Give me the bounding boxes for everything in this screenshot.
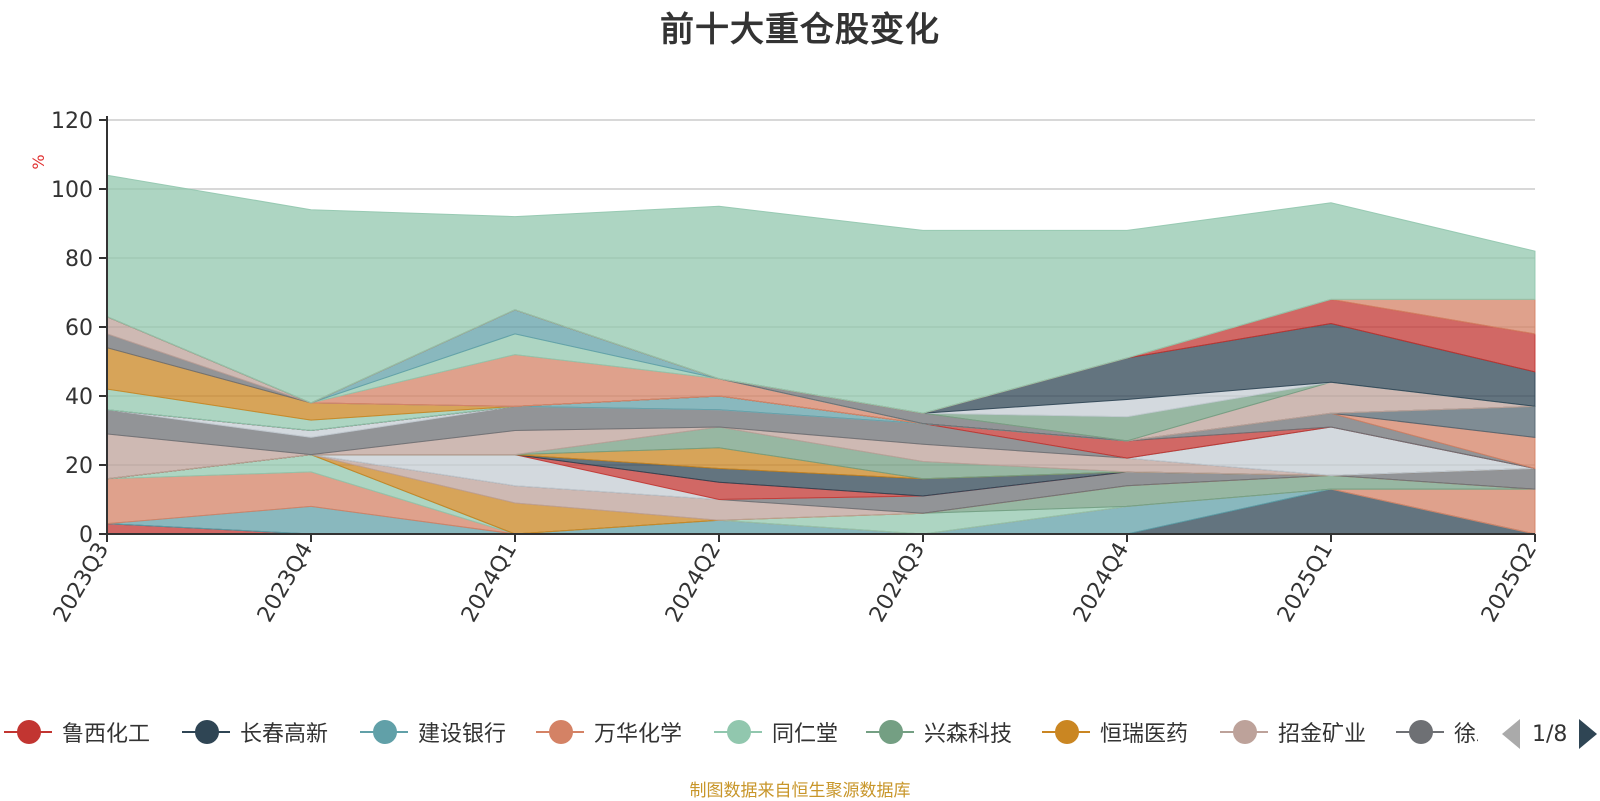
- legend-prev-page-icon[interactable]: [1502, 719, 1520, 749]
- legend-label: 恒瑞医药: [1100, 722, 1189, 747]
- legend-item[interactable]: 万华化学: [532, 712, 682, 752]
- legend-item[interactable]: 徐工: [1392, 712, 1478, 752]
- legend-marker-icon: [1216, 717, 1272, 747]
- legend-marker-icon: [0, 717, 56, 747]
- x-tick-label: 2024Q2: [661, 539, 726, 627]
- legend-item[interactable]: 建设银行: [356, 712, 506, 752]
- legend-items: 鲁西化工 长春高新 建设银行 万华化学 同仁堂 兴森科技 恒瑞医药 招金矿业 徐工: [0, 712, 1478, 752]
- x-tick-label: 2025Q1: [1273, 539, 1338, 627]
- x-tick-label: 2024Q3: [865, 539, 930, 627]
- legend-label: 徐工: [1454, 722, 1478, 747]
- y-tick-label: 0: [79, 523, 93, 548]
- x-tick-label: 2024Q4: [1069, 539, 1134, 627]
- legend-label: 长春高新: [240, 722, 329, 747]
- legend-label: 建设银行: [418, 722, 507, 747]
- x-tick-label: 2023Q4: [253, 539, 318, 627]
- legend-pager: 1/8: [1502, 716, 1598, 752]
- legend-label: 同仁堂: [772, 722, 839, 747]
- x-tick-label: 2025Q2: [1477, 539, 1542, 627]
- y-tick-label: 80: [65, 247, 93, 272]
- legend-item[interactable]: 招金矿业: [1216, 712, 1366, 752]
- legend-item[interactable]: 恒瑞医药: [1038, 712, 1188, 752]
- legend-label: 鲁西化工: [62, 722, 151, 747]
- legend-item[interactable]: 鲁西化工: [0, 712, 150, 752]
- legend-page-indicator: 1/8: [1532, 721, 1568, 747]
- y-tick-label: 120: [51, 109, 93, 134]
- legend-marker-icon: [1392, 717, 1448, 747]
- legend-next-page-icon[interactable]: [1579, 719, 1598, 749]
- chart-title: 前十大重仓股变化: [660, 10, 940, 50]
- legend-marker-icon: [862, 717, 918, 747]
- x-tick-label: 2023Q3: [49, 539, 114, 627]
- area-series-39[interactable]: [106, 174, 1536, 414]
- legend-item[interactable]: 同仁堂: [710, 712, 838, 752]
- legend-label: 招金矿业: [1278, 722, 1367, 747]
- legend-item[interactable]: 兴森科技: [862, 712, 1012, 752]
- y-axis-unit-label: %: [29, 154, 48, 169]
- legend-marker-icon: [532, 717, 588, 747]
- y-tick-label: 40: [65, 385, 93, 410]
- y-tick-label: 100: [51, 178, 93, 203]
- legend-marker-icon: [356, 717, 412, 747]
- x-tick-label: 2024Q1: [457, 539, 522, 627]
- legend-marker-icon: [1038, 717, 1094, 747]
- y-tick-label: 60: [65, 316, 93, 341]
- legend-label: 万华化学: [594, 722, 683, 747]
- stacked-areas: [106, 174, 1536, 535]
- legend-item[interactable]: 长春高新: [178, 712, 328, 752]
- legend-label: 兴森科技: [924, 722, 1013, 747]
- data-source-note: 制图数据来自恒生聚源数据库: [689, 781, 911, 801]
- legend: 鲁西化工 长春高新 建设银行 万华化学 同仁堂 兴森科技 恒瑞医药 招金矿业 徐工: [0, 712, 1600, 752]
- y-tick-label: 20: [65, 454, 93, 479]
- chart-area: 0 20 40 60 80 100 120 2023Q3 2023Q4 2024Q1 2024Q2 2…: [29, 109, 1542, 627]
- legend-marker-icon: [178, 717, 234, 747]
- legend-marker-icon: [710, 717, 766, 747]
